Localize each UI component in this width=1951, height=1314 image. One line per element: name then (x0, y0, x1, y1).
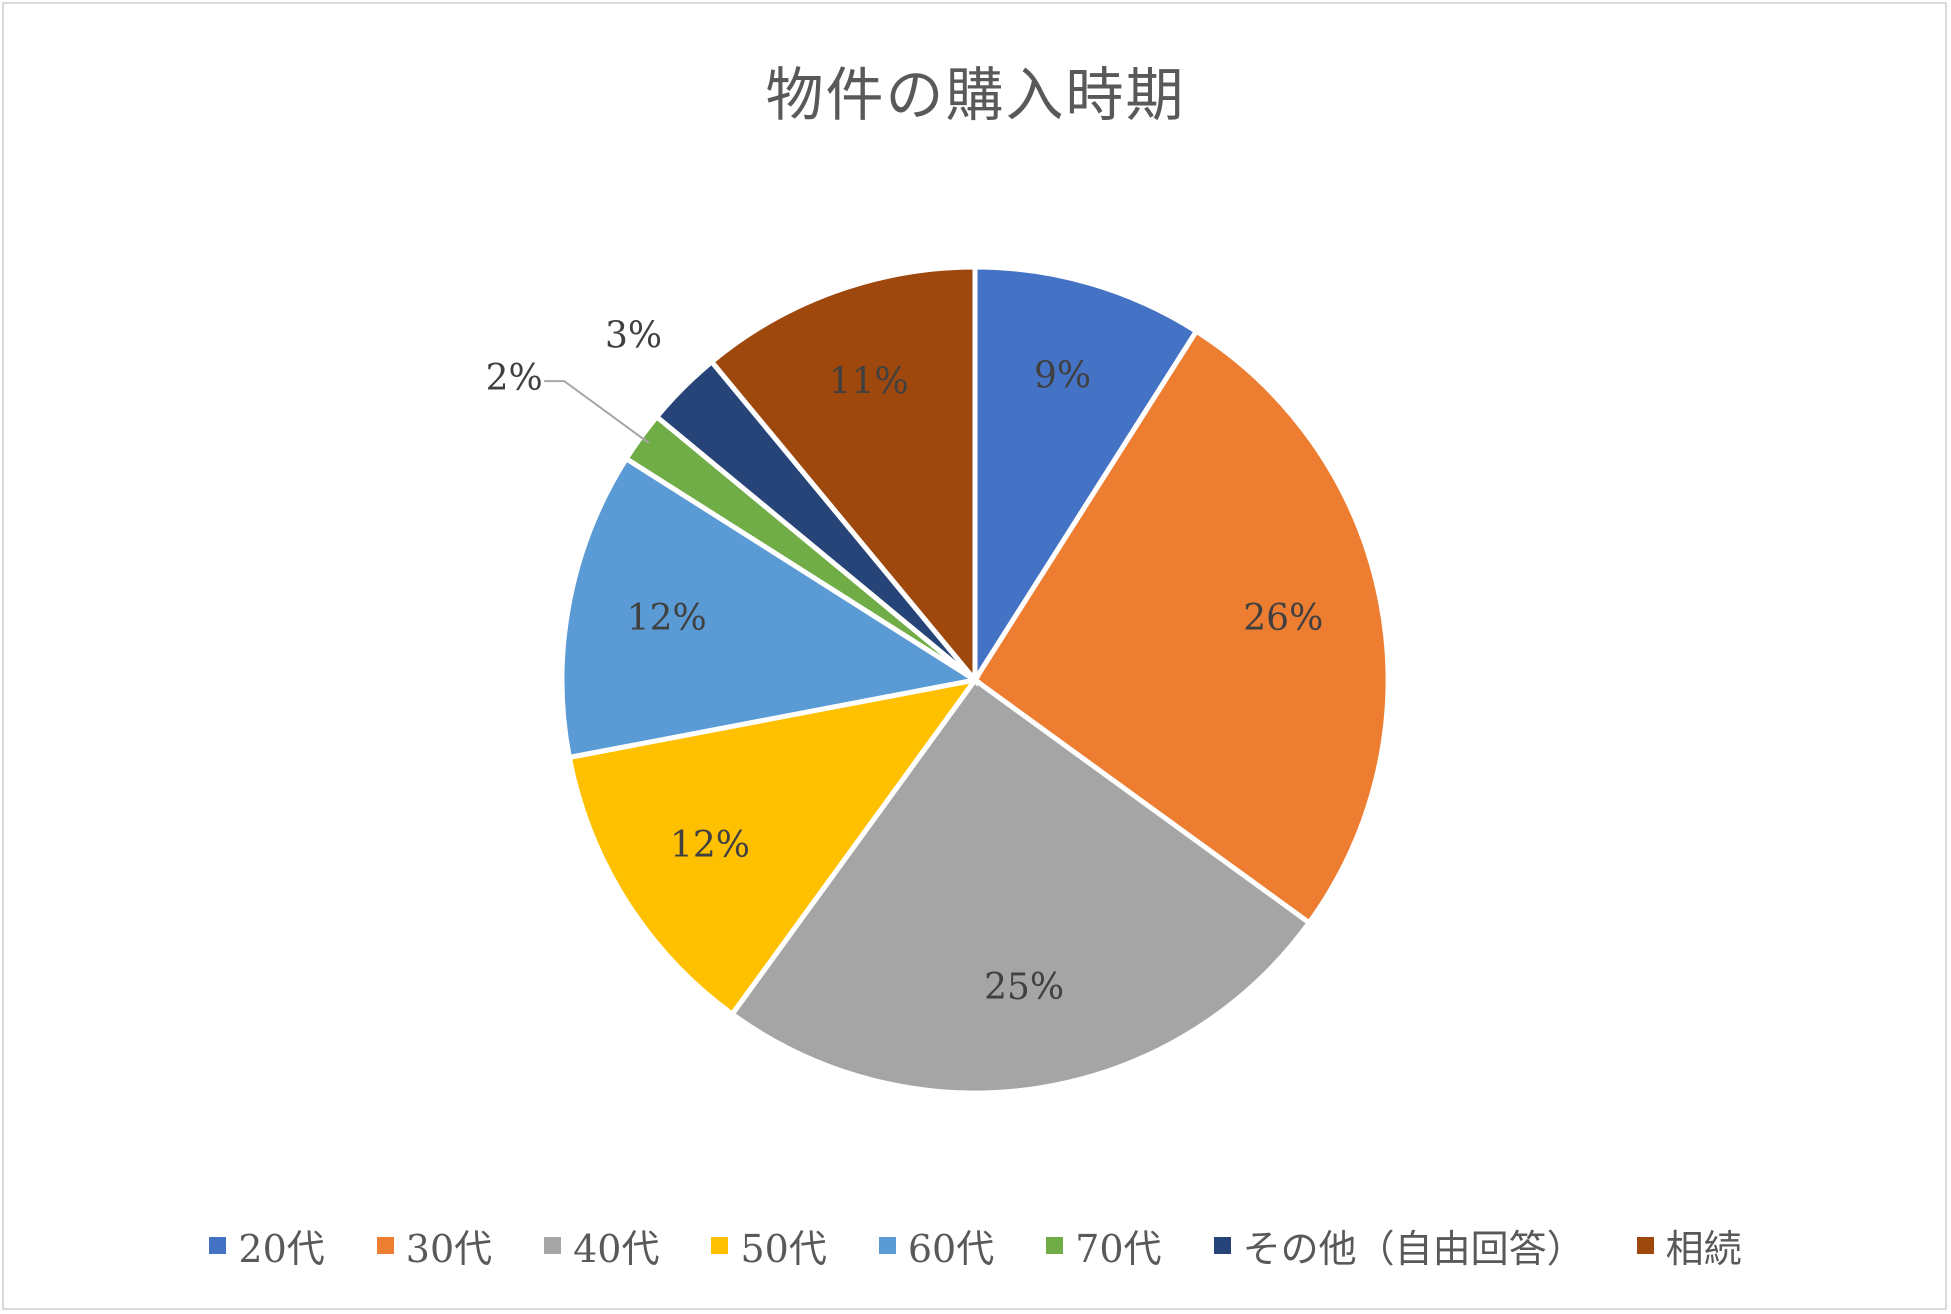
legend: 20代 30代 40代 50代 60代 70代 その他（自由回答） 相続 (0, 1218, 1951, 1273)
data-label-1: 9% (1034, 356, 1091, 397)
legend-item-5: 60代 (878, 1218, 995, 1273)
legend-swatch-8 (1636, 1237, 1654, 1254)
pie-slice-1 (972, 264, 1200, 689)
legend-item-6: 70代 (1046, 1218, 1162, 1273)
legend-item-8: 相続 (1636, 1218, 1742, 1273)
legend-label-8: 相続 (1665, 1227, 1742, 1271)
legend-swatch-3 (544, 1237, 562, 1254)
legend-label-6: 70代 (1075, 1227, 1162, 1271)
legend-item-2: 30代 (376, 1218, 493, 1273)
pie-slice-8 (708, 264, 978, 687)
data-label-5: 12% (627, 598, 707, 639)
pie-slice-4 (566, 676, 981, 1018)
pie-data-labels: 9% 26% 25% 12% 12% 2% 3% 11% (486, 316, 1324, 1009)
legend-swatch-7 (1213, 1237, 1231, 1254)
pie-slices (559, 264, 1391, 1096)
data-label-6: 2% (486, 358, 543, 399)
legend-label-4: 50代 (740, 1227, 827, 1271)
data-label-8: 11% (829, 362, 909, 403)
legend-item-4: 50代 (711, 1218, 827, 1273)
legend-swatch-5 (878, 1237, 896, 1254)
pie-slice-2 (971, 327, 1391, 927)
leader-line-6 (544, 380, 650, 444)
legend-label-3: 40代 (573, 1227, 660, 1271)
data-label-2: 26% (1243, 598, 1323, 639)
legend-label-2: 30代 (405, 1227, 493, 1271)
legend-swatch-1 (209, 1237, 227, 1254)
legend-item-1: 20代 (209, 1218, 325, 1273)
legend-item-7: その他（自由回答） (1213, 1218, 1585, 1273)
legend-label-7: その他（自由回答） (1242, 1227, 1585, 1271)
pie-slice-5 (559, 455, 982, 761)
legend-swatch-2 (376, 1237, 394, 1254)
legend-label-5: 60代 (907, 1227, 995, 1271)
data-label-3: 25% (984, 967, 1064, 1008)
chart-title: 物件の購入時期 (765, 61, 1186, 129)
legend-label-1: 20代 (238, 1227, 325, 1271)
legend-swatch-6 (1046, 1237, 1064, 1254)
legend-swatch-4 (711, 1237, 729, 1254)
legend-item-3: 40代 (544, 1218, 659, 1273)
pie-slice-3 (728, 676, 1313, 1096)
data-label-7: 3% (605, 316, 662, 357)
data-label-4: 12% (670, 825, 750, 866)
